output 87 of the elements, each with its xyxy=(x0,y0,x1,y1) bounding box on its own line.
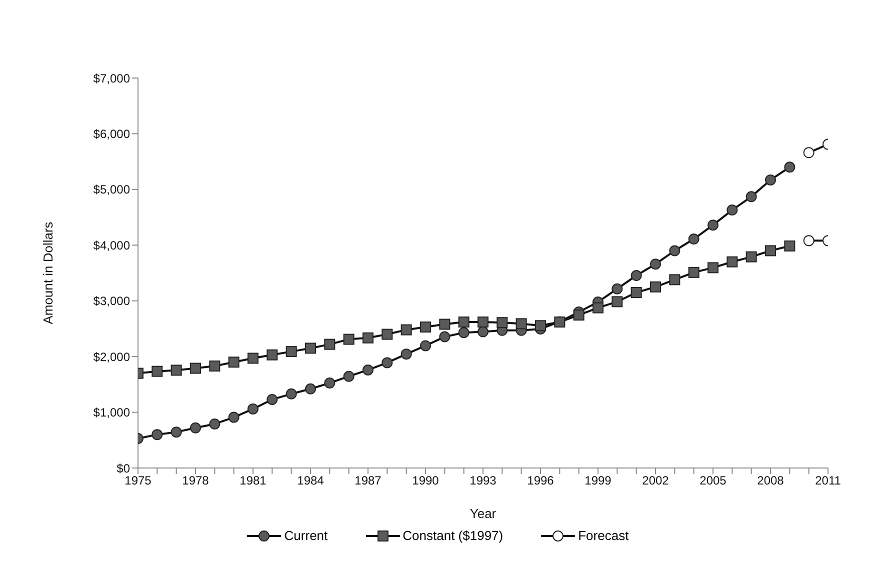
point xyxy=(516,318,527,330)
point xyxy=(324,338,336,350)
point xyxy=(420,322,431,333)
point xyxy=(592,302,604,314)
point xyxy=(190,422,201,434)
point xyxy=(248,403,258,414)
point xyxy=(170,426,182,438)
point xyxy=(305,342,316,354)
point xyxy=(152,429,163,440)
point xyxy=(496,317,508,328)
point xyxy=(190,362,201,374)
y-tick-label: $3,000 xyxy=(93,294,130,308)
point xyxy=(650,281,661,292)
point xyxy=(765,245,776,256)
point xyxy=(726,256,738,268)
point xyxy=(266,394,278,405)
point xyxy=(343,370,354,382)
point xyxy=(343,334,354,345)
point xyxy=(708,220,718,231)
point xyxy=(209,360,220,372)
y-tick-label: $7,000 xyxy=(93,71,130,86)
x-tick-label: 1996 xyxy=(527,474,554,488)
point xyxy=(228,356,240,368)
point xyxy=(152,366,163,377)
x-tick-label: 2005 xyxy=(700,474,727,488)
point xyxy=(362,332,374,344)
point xyxy=(439,331,450,342)
legend-label: Constant ($1997) xyxy=(402,528,504,543)
point xyxy=(669,245,680,256)
point xyxy=(248,352,258,364)
point xyxy=(688,266,700,278)
y-tick-label: $0 xyxy=(116,461,130,476)
point xyxy=(266,349,278,360)
y-tick-label: $6,000 xyxy=(93,126,130,141)
x-tick-label: 1990 xyxy=(412,474,440,488)
point xyxy=(286,388,297,400)
point xyxy=(382,328,393,340)
point xyxy=(630,287,642,298)
point xyxy=(324,378,336,389)
point xyxy=(535,320,546,332)
point xyxy=(439,318,450,330)
legend-label: Forecast xyxy=(578,528,629,543)
point xyxy=(669,274,680,286)
y-axis-title: Amount in Dollars xyxy=(40,221,56,324)
point xyxy=(765,174,776,186)
point xyxy=(286,346,297,358)
x-tick-label: 1975 xyxy=(124,474,152,488)
point xyxy=(630,270,642,282)
point xyxy=(400,348,412,360)
point xyxy=(726,204,738,216)
point xyxy=(478,316,488,328)
x-tick-label: 2002 xyxy=(642,474,670,488)
x-tick-label: 2008 xyxy=(757,474,784,488)
point xyxy=(209,418,220,430)
y-tick-label: $1,000 xyxy=(93,406,130,420)
point xyxy=(382,357,393,368)
point xyxy=(746,191,757,202)
point xyxy=(612,283,623,294)
point xyxy=(170,364,182,376)
x-tick-label: 1978 xyxy=(182,474,210,488)
point xyxy=(708,262,718,274)
y-tick-label: $4,000 xyxy=(93,238,130,252)
point xyxy=(362,364,374,376)
point xyxy=(458,316,470,328)
point xyxy=(784,240,796,252)
point xyxy=(650,258,661,270)
x-tick-label: 2011 xyxy=(815,474,842,488)
legend-label: Current xyxy=(284,528,328,543)
x-tick-label: 1987 xyxy=(354,474,382,488)
point xyxy=(688,234,700,245)
y-tick-label: $5,000 xyxy=(93,182,130,197)
point xyxy=(784,162,796,173)
point xyxy=(228,412,240,423)
point xyxy=(420,340,431,352)
x-tick-label: 1984 xyxy=(297,474,324,488)
point xyxy=(746,251,757,262)
x-tick-label: 1999 xyxy=(584,474,612,488)
point xyxy=(458,327,470,338)
x-tick-label: 1993 xyxy=(470,474,497,488)
point xyxy=(478,326,488,338)
point xyxy=(400,324,412,336)
y-tick-label: $2,000 xyxy=(93,350,130,364)
x-axis-title: Year xyxy=(470,506,497,521)
x-tick-label: 1981 xyxy=(240,474,267,488)
point xyxy=(573,310,584,321)
point xyxy=(305,383,316,394)
point xyxy=(612,296,623,308)
